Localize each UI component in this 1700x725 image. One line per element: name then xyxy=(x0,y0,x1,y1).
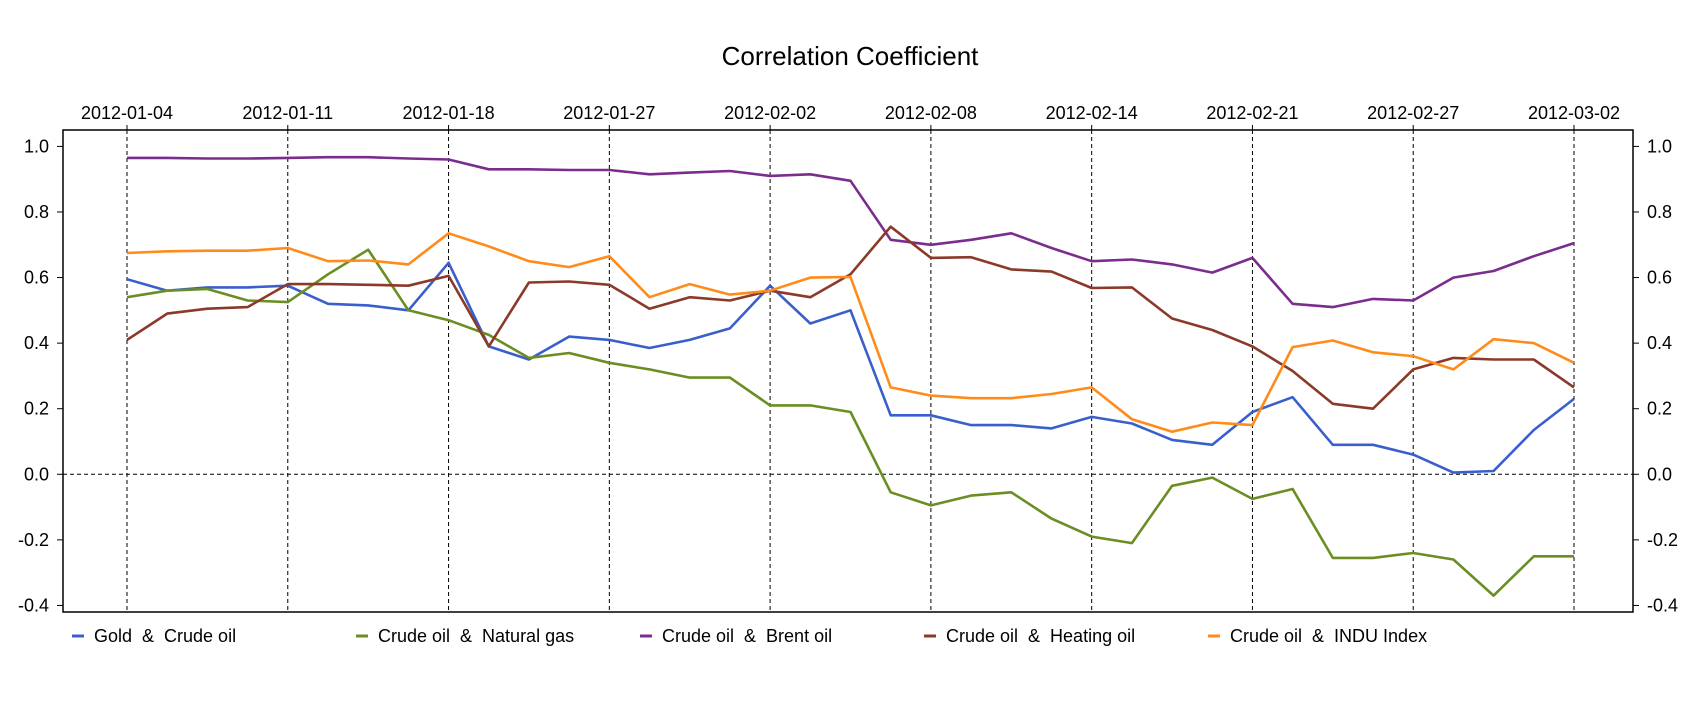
y-tick-label-left: -0.2 xyxy=(18,530,49,550)
chart-title: Correlation Coefficient xyxy=(722,41,980,71)
y-tick-label-right: 1.0 xyxy=(1647,136,1672,156)
x-tick-label: 2012-02-27 xyxy=(1367,103,1459,123)
x-tick-label: 2012-02-08 xyxy=(885,103,977,123)
y-tick-label-left: 0.6 xyxy=(24,268,49,288)
y-tick-label-left: 0.2 xyxy=(24,399,49,419)
legend-item: Crude oil & Brent oil xyxy=(640,626,832,646)
x-tick-label: 2012-01-04 xyxy=(81,103,173,123)
grid-lines xyxy=(63,130,1633,612)
y-tick-label-left: 0.8 xyxy=(24,202,49,222)
x-tick-label: 2012-03-02 xyxy=(1528,103,1620,123)
legend-item: Crude oil & Heating oil xyxy=(924,626,1135,646)
legend-label: Crude oil & INDU Index xyxy=(1230,626,1427,646)
series-line-0 xyxy=(126,261,1575,474)
y-tick-label-right: 0.4 xyxy=(1647,333,1672,353)
y-tick-label-right: 0.2 xyxy=(1647,399,1672,419)
x-tick-label: 2012-01-18 xyxy=(403,103,495,123)
plot-frame xyxy=(62,129,1634,613)
series-line-4 xyxy=(126,232,1575,434)
legend-label: Gold & Crude oil xyxy=(94,626,236,646)
y-tick-label-right: 0.0 xyxy=(1647,464,1672,484)
legend-item: Crude oil & INDU Index xyxy=(1208,626,1427,646)
y-tick-label-left: 0.0 xyxy=(24,464,49,484)
y-tick-label-right: -0.4 xyxy=(1647,595,1678,615)
x-tick-label: 2012-01-27 xyxy=(563,103,655,123)
legend-label: Crude oil & Brent oil xyxy=(662,626,832,646)
y-tick-label-right: 0.6 xyxy=(1647,268,1672,288)
legend-label: Crude oil & Natural gas xyxy=(378,626,574,646)
series-line-2 xyxy=(127,155,1575,309)
y-tick-label-right: -0.2 xyxy=(1647,530,1678,550)
y-tick-label-right: 0.8 xyxy=(1647,202,1672,222)
legend-label: Crude oil & Heating oil xyxy=(946,626,1135,646)
series-lines xyxy=(126,155,1575,597)
y-tick-label-left: 1.0 xyxy=(24,136,49,156)
legend-item: Crude oil & Natural gas xyxy=(356,626,574,646)
axis-ticks: 2012-01-04 2012-01-11 2012-01-18 2012-01-27… xyxy=(18,103,1678,615)
x-tick-label: 2012-02-02 xyxy=(724,103,816,123)
legend: Gold & Crude oil Crude oil & Natural gas C… xyxy=(72,626,1427,646)
series-line-3 xyxy=(126,225,1575,411)
series-line-1 xyxy=(126,248,1574,597)
x-tick-label: 2012-01-11 xyxy=(242,103,333,123)
x-tick-label: 2012-02-14 xyxy=(1046,103,1138,123)
legend-item: Gold & Crude oil xyxy=(72,626,236,646)
x-tick-label: 2012-02-21 xyxy=(1206,103,1298,123)
y-tick-label-left: -0.4 xyxy=(18,595,49,615)
y-tick-label-left: 0.4 xyxy=(24,333,49,353)
